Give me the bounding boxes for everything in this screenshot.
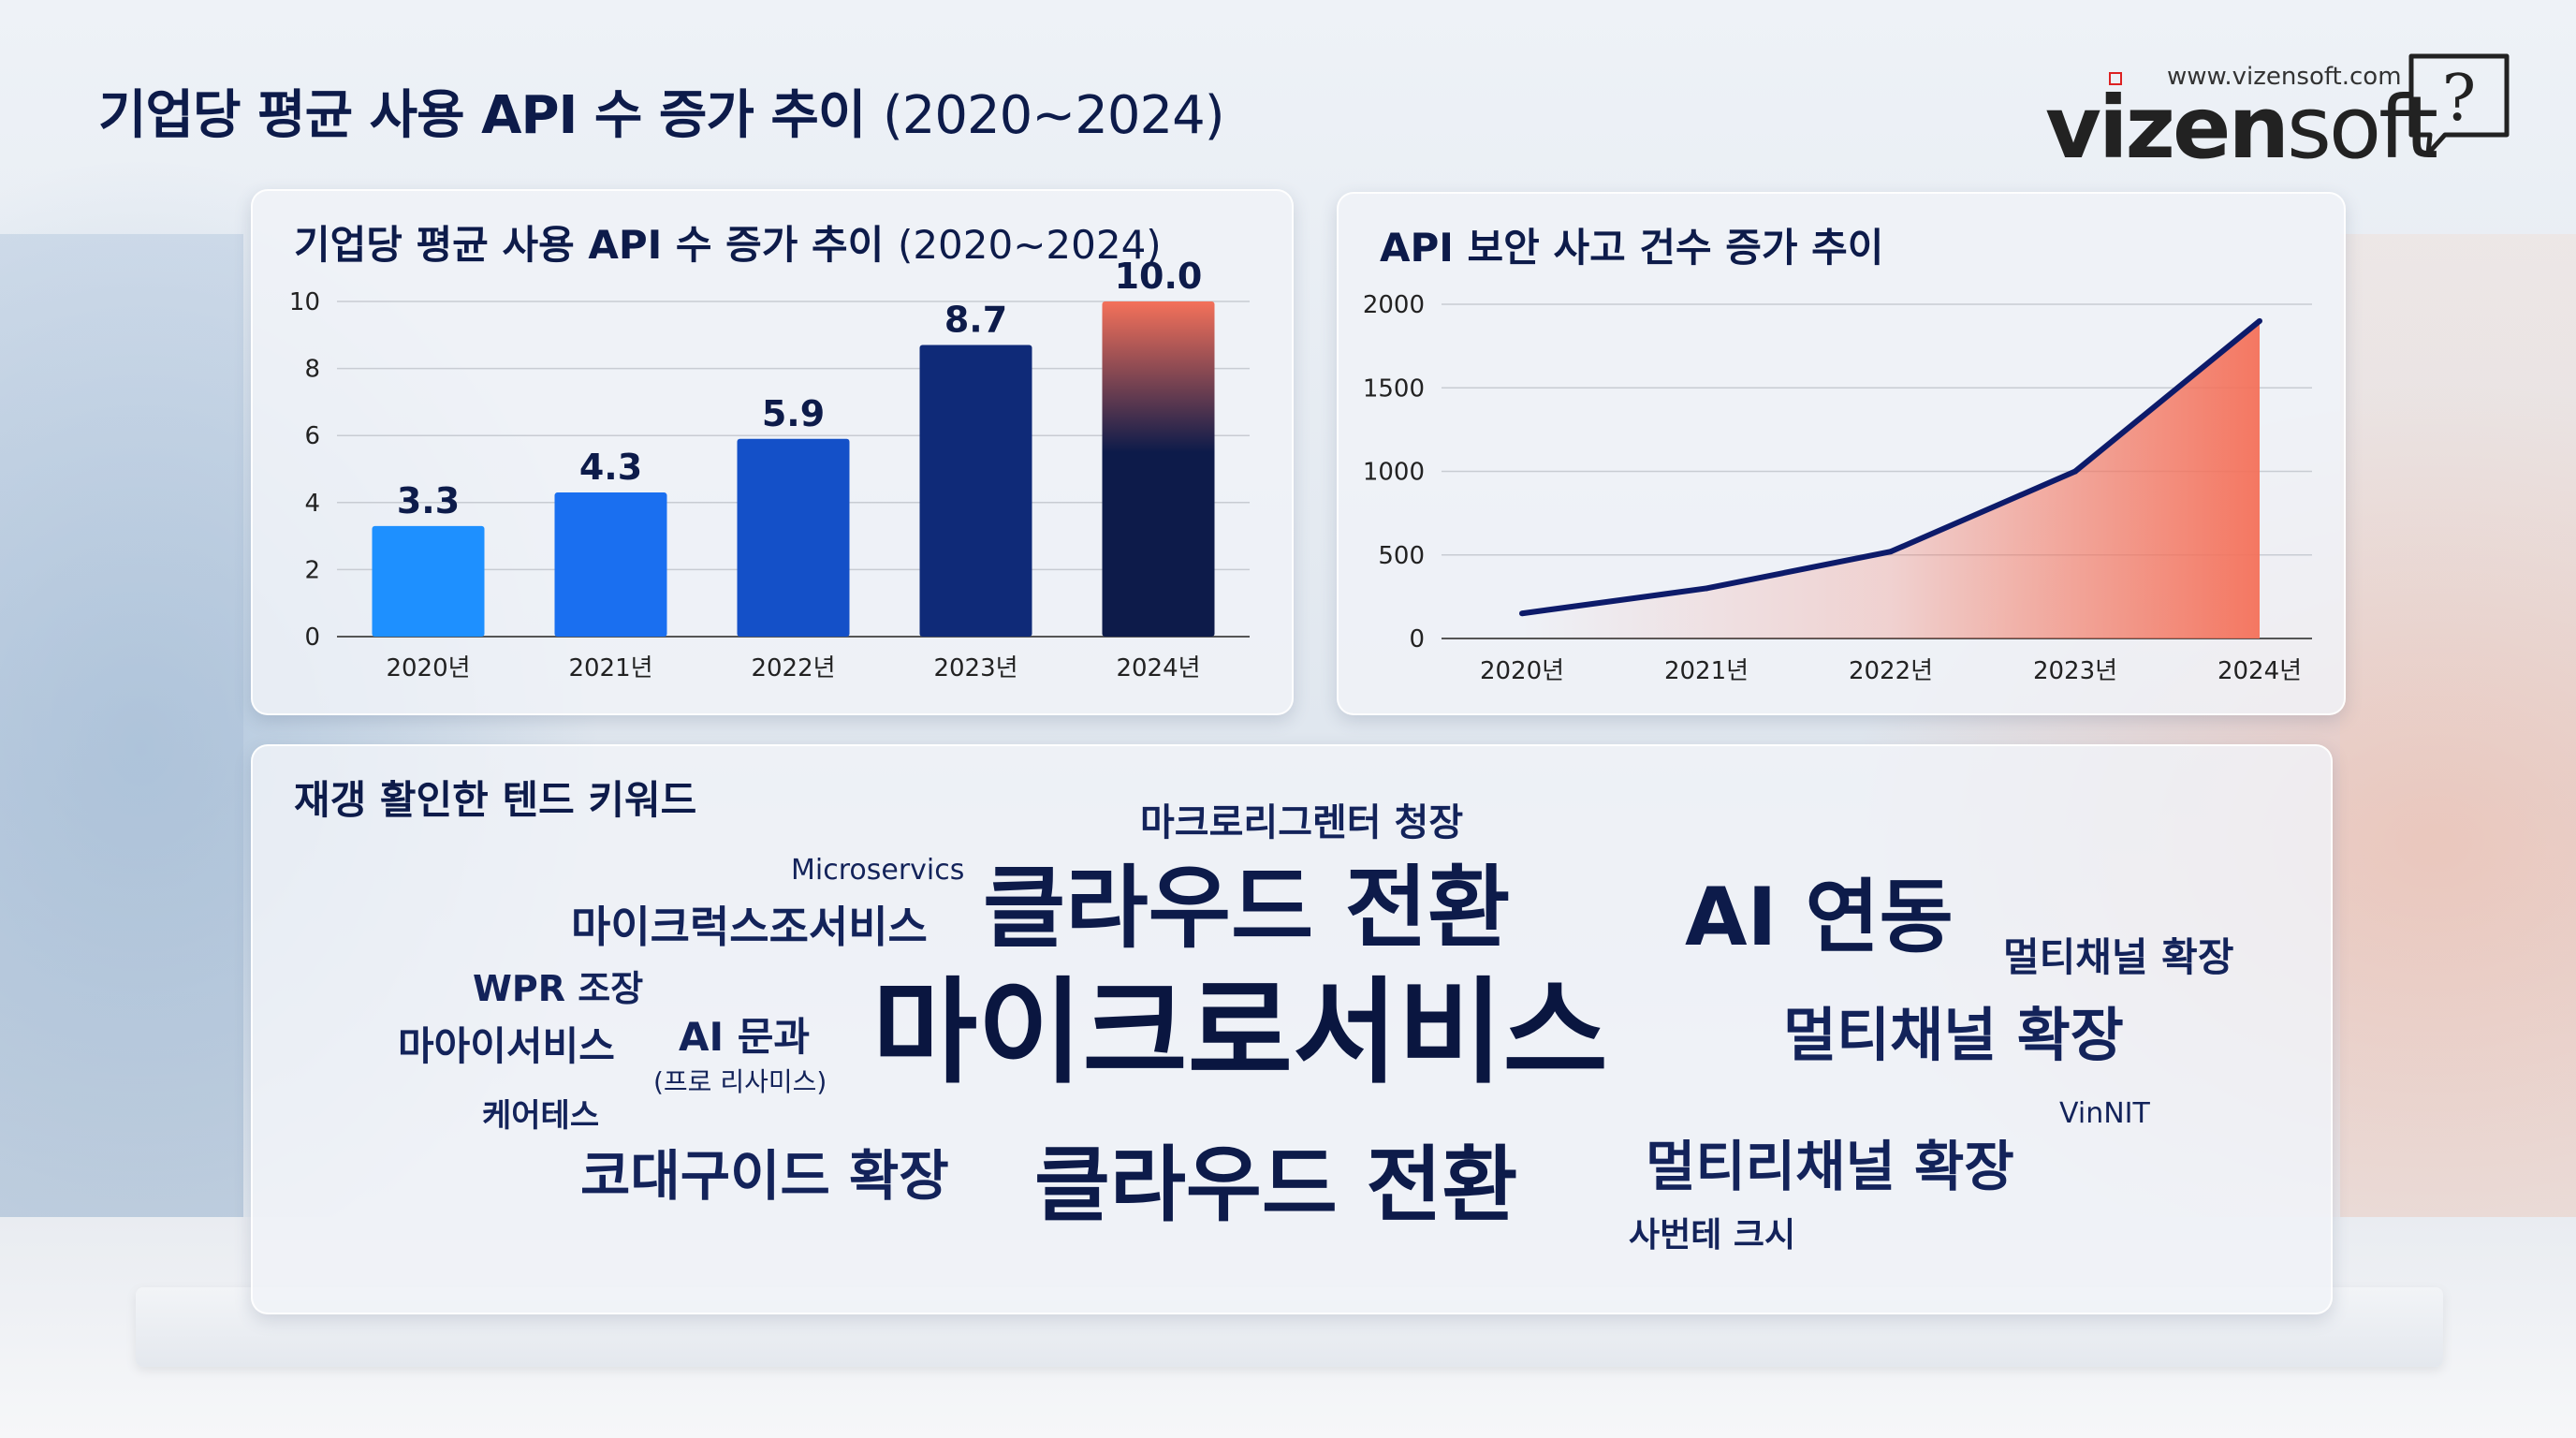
keyword-word: 코대구이드 확장 (580, 1144, 949, 1208)
keyword-word: AI 연동 (1685, 871, 1954, 964)
question-bubble-icon: ? (2408, 53, 2510, 156)
keyword-cloud-panel: 재갱 활인한 텐드 키워드 마크로리그렌터 청장 Microservics 클라우드… (251, 744, 2333, 1314)
keyword-word: 마이크럭스조서비스 (571, 902, 928, 952)
bar-value-label: 8.7 (944, 300, 1007, 341)
bar-y-tick: 2 (304, 556, 320, 584)
line-x-tick: 2022년 (1849, 657, 1933, 685)
bar-2022년 (737, 438, 850, 637)
line-chart-panel: API 보안 사고 건수 증가 추이 0 500 1000 1500 2000 2020년… (1337, 192, 2346, 715)
line-y-tick: 2000 (1363, 291, 1425, 319)
keyword-word: VinNIT (2059, 1097, 2150, 1130)
logo-url: www.vizensoft.com (2167, 63, 2402, 91)
logo-square-mark (2109, 72, 2122, 85)
bar-y-tick: 0 (304, 624, 320, 652)
bar-value-label: 3.3 (397, 480, 460, 521)
svg-text:?: ? (2442, 62, 2476, 136)
line-point-2021년 (1704, 585, 1709, 592)
keyword-word: Microservics (791, 854, 965, 887)
bar-x-tick: 2024년 (1116, 654, 1200, 682)
line-y-tick: 1000 (1363, 459, 1425, 487)
bar-chart-title-years: (2020~2024) (897, 222, 1162, 268)
bar-2021년 (554, 492, 667, 637)
keyword-word: 멀티채널 확장 (1783, 1001, 2124, 1069)
keyword-word: (프로 리사미스) (653, 1066, 827, 1097)
keyword-cloud-title: 재갱 활인한 텐드 키워드 (294, 777, 697, 823)
background-window-left (0, 234, 243, 1217)
line-x-tick: 2024년 (2217, 657, 2302, 685)
line-point-2022년 (1888, 549, 1894, 555)
keyword-word: 멀티리채널 확장 (1646, 1135, 2014, 1198)
line-chart-title: API 보안 사고 건수 증가 추이 (1380, 225, 1884, 271)
bar-x-tick: 2023년 (933, 654, 1017, 682)
page-title: 기업당 평균 사용 API 수 증가 추이 (2020~2024) (98, 73, 1225, 149)
keyword-word: AI 문과 (679, 1014, 811, 1060)
keyword-word: 사번테 크시 (1629, 1216, 1796, 1255)
page-title-text: 기업당 평균 사용 API 수 증가 추이 (98, 85, 866, 146)
line-y-tick: 1500 (1363, 374, 1425, 403)
line-point-2024년 (2257, 317, 2262, 324)
logo-wordmark: vizensoft (2045, 85, 2438, 171)
bar-y-tick: 10 (289, 288, 320, 316)
keyword-word: 케어테스 (482, 1097, 600, 1135)
bar-y-tick: 6 (304, 422, 320, 450)
logo-brand-bold: vizen (2045, 78, 2290, 178)
keyword-word: 클라우드 전환 (983, 856, 1511, 961)
bar-value-label: 4.3 (579, 447, 642, 488)
bar-2020년 (372, 525, 485, 637)
bar-chart-panel: 기업당 평균 사용 API 수 증가 추이 (2020~2024) 0 2 4 6 8 1… (251, 189, 1294, 715)
bar-chart: 0 2 4 6 8 10 3.3 2020년 4.3 2021년 5.9 2022년 8.7 2023년 1… (289, 256, 1250, 682)
line-x-tick: 2021년 (1664, 657, 1749, 685)
keyword-word: 마크로리그렌터 청장 (1140, 801, 1464, 844)
keyword-word: WPR 조장 (473, 968, 644, 1009)
bar-y-tick: 8 (304, 356, 320, 384)
bar-2024년 (1102, 301, 1215, 637)
line-point-2020년 (1519, 610, 1525, 617)
line-x-tick: 2023년 (2033, 657, 2117, 685)
bar-chart-title: 기업당 평균 사용 API 수 증가 추이 (2020~2024) (294, 213, 1162, 271)
bar-x-tick: 2022년 (751, 654, 835, 682)
background-window-right (2340, 234, 2576, 1217)
bar-x-tick: 2021년 (568, 654, 652, 682)
bar-value-label: 10.0 (1115, 256, 1203, 297)
bar-x-tick: 2020년 (386, 654, 470, 682)
keyword-word: 클라우드 전환 (1034, 1137, 1518, 1233)
keyword-word: 멀티채널 확장 (2003, 934, 2234, 980)
line-chart: 0 500 1000 1500 2000 2020년 2021년 2022년 2023년 2024… (1363, 291, 2312, 685)
line-point-2023년 (2072, 468, 2078, 475)
bar-chart-title-text: 기업당 평균 사용 API 수 증가 추이 (294, 222, 885, 268)
line-area-fill (1522, 320, 2260, 638)
bar-y-tick: 4 (304, 490, 320, 518)
keyword-word: 마아이서비스 (398, 1023, 615, 1069)
page-title-years: (2020~2024) (882, 85, 1225, 146)
bar-2023년 (919, 345, 1032, 637)
bar-value-label: 5.9 (762, 393, 825, 434)
line-x-tick: 2020년 (1480, 657, 1564, 685)
line-y-tick: 0 (1409, 625, 1425, 653)
keyword-word: 마이크로서비스 (872, 966, 1608, 1099)
line-y-tick: 500 (1378, 542, 1425, 570)
